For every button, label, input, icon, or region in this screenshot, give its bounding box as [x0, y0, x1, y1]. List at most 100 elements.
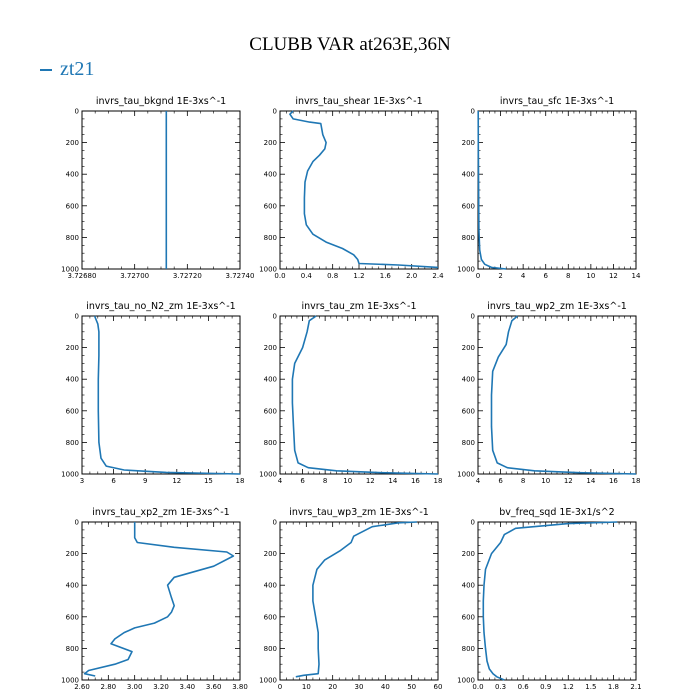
x-tick-label: 3 [80, 477, 84, 485]
x-tick-label: 40 [381, 683, 390, 691]
x-tick-label: 2.4 [432, 272, 444, 280]
y-tick-label: 1000 [457, 266, 475, 274]
panel-5: invrs_tau_zm 1E-3xs^-1 4 6 8 10 12 14 16 18 0 200 4… [259, 301, 442, 485]
x-tick-label: 0.6 [518, 683, 530, 691]
y-tick-label: 200 [66, 139, 79, 147]
y-tick-label: 400 [264, 376, 277, 384]
x-tick-label: 3.40 [180, 683, 196, 691]
x-tick-label: 0.9 [540, 683, 551, 691]
y-tick-label: 600 [462, 613, 475, 621]
x-tick-label: 3.60 [206, 683, 222, 691]
y-tick-label: 0 [75, 108, 79, 116]
x-tick-label: 14 [586, 477, 595, 485]
plot-frame [477, 521, 637, 681]
series-line-zt21 [289, 110, 439, 269]
y-tick-label: 200 [264, 550, 277, 558]
x-tick-label: 0.0 [472, 683, 483, 691]
y-tick-label: 400 [462, 582, 475, 590]
y-tick-label: 200 [264, 139, 277, 147]
y-tick-label: 1000 [259, 266, 277, 274]
x-tick-label: 0.3 [495, 683, 506, 691]
x-tick-label: 2.60 [74, 683, 90, 691]
x-tick-label: 12 [172, 477, 181, 485]
x-tick-label: 6 [111, 477, 116, 485]
y-tick-label: 800 [264, 439, 277, 447]
x-tick-label: 3.72680 [68, 272, 97, 280]
x-tick-label: 6 [498, 477, 503, 485]
y-tick-label: 400 [462, 171, 475, 179]
y-tick-label: 1000 [457, 677, 475, 685]
panel-6: invrs_tau_wp2_zm 1E-3xs^-1 4 6 8 10 12 14 16 18 0… [457, 301, 640, 485]
panel-title: invrs_tau_shear 1E-3xs^-1 [295, 96, 422, 107]
panel-1: invrs_tau_bkgnd 1E-3xs^-1 3.72680 3.72700 3… [61, 96, 254, 280]
panel-9: bv_freq_sqd 1E-3x1/s^2 0.0 0.3 0.6 0.9 1.2 1.5… [457, 507, 641, 691]
y-tick-label: 0 [471, 108, 475, 116]
x-tick-label: 14 [632, 272, 641, 280]
y-tick-label: 400 [66, 376, 79, 384]
panel-title: invrs_tau_bkgnd 1E-3xs^-1 [96, 96, 226, 107]
x-tick-label: 3.80 [232, 683, 248, 691]
x-tick-label: 1.2 [353, 272, 364, 280]
y-tick-label: 600 [462, 202, 475, 210]
panel-title: invrs_tau_wp3_zm 1E-3xs^-1 [289, 507, 429, 518]
y-tick-label: 1000 [457, 471, 475, 479]
y-tick-label: 800 [462, 439, 475, 447]
x-tick-label: 6 [300, 477, 305, 485]
y-tick-label: 200 [462, 139, 475, 147]
panel-title: invrs_tau_zm 1E-3xs^-1 [302, 301, 417, 312]
y-tick-label: 200 [66, 550, 79, 558]
x-tick-label: 60 [434, 683, 443, 691]
x-tick-label: 10 [586, 272, 595, 280]
x-tick-label: 0 [476, 272, 480, 280]
plot-frame [81, 315, 241, 475]
x-tick-label: 20 [328, 683, 337, 691]
series-line-zt21 [295, 521, 417, 678]
x-tick-label: 4 [476, 477, 481, 485]
x-tick-label: 3.20 [153, 683, 169, 691]
x-tick-label: 2.0 [406, 272, 417, 280]
plot-frame [477, 110, 637, 270]
y-tick-label: 400 [264, 582, 277, 590]
series-line-zt21 [291, 315, 439, 475]
x-tick-label: 16 [609, 477, 618, 485]
legend-label: zt21 [60, 58, 95, 80]
series-line-zt21 [93, 315, 241, 475]
series-line-zt21 [482, 521, 618, 681]
series-line-zt21 [490, 315, 637, 475]
x-tick-label: 2.1 [630, 683, 641, 691]
panel-8: invrs_tau_wp3_zm 1E-3xs^-10 10 20 30 40 50 600… [259, 507, 442, 691]
x-tick-label: 3.72700 [120, 272, 149, 280]
y-tick-label: 800 [66, 234, 79, 242]
y-tick-label: 1000 [259, 677, 277, 685]
y-tick-label: 600 [66, 407, 79, 415]
plot-frame [279, 110, 439, 270]
y-tick-label: 400 [264, 171, 277, 179]
panel-4: invrs_tau_no_N2_zm 1E-3xs^-1 3 6 9 12 15 18 0 20… [61, 301, 244, 485]
x-tick-label: 0.4 [301, 272, 313, 280]
y-tick-label: 600 [264, 407, 277, 415]
x-tick-label: 2.80 [101, 683, 117, 691]
panel-title: bv_freq_sqd 1E-3x1/s^2 [499, 507, 614, 518]
panel-7: invrs_tau_xp2_zm 1E-3xs^-1 2.60 2.80 3.00 3.… [61, 507, 248, 691]
y-tick-label: 0 [273, 108, 277, 116]
y-tick-label: 600 [66, 202, 79, 210]
x-tick-label: 3.72740 [226, 272, 255, 280]
x-tick-label: 15 [204, 477, 213, 485]
x-tick-label: 50 [407, 683, 416, 691]
x-tick-label: 18 [434, 477, 443, 485]
y-tick-label: 800 [462, 645, 475, 653]
y-tick-label: 0 [75, 519, 79, 527]
x-tick-label: 4 [278, 477, 283, 485]
plot-frame [477, 315, 637, 475]
y-tick-label: 1000 [61, 471, 79, 479]
series-line-zt21 [83, 522, 235, 677]
y-tick-label: 0 [75, 313, 79, 321]
panel-3: invrs_tau_sfc 1E-3xs^-1 0 2 4 6 8 10 12 14 0 200 40… [457, 96, 641, 280]
x-tick-label: 30 [355, 683, 364, 691]
x-tick-label: 0.0 [274, 272, 285, 280]
y-tick-label: 400 [66, 171, 79, 179]
y-tick-label: 800 [462, 234, 475, 242]
x-tick-label: 4 [521, 272, 526, 280]
y-tick-label: 0 [471, 519, 475, 527]
